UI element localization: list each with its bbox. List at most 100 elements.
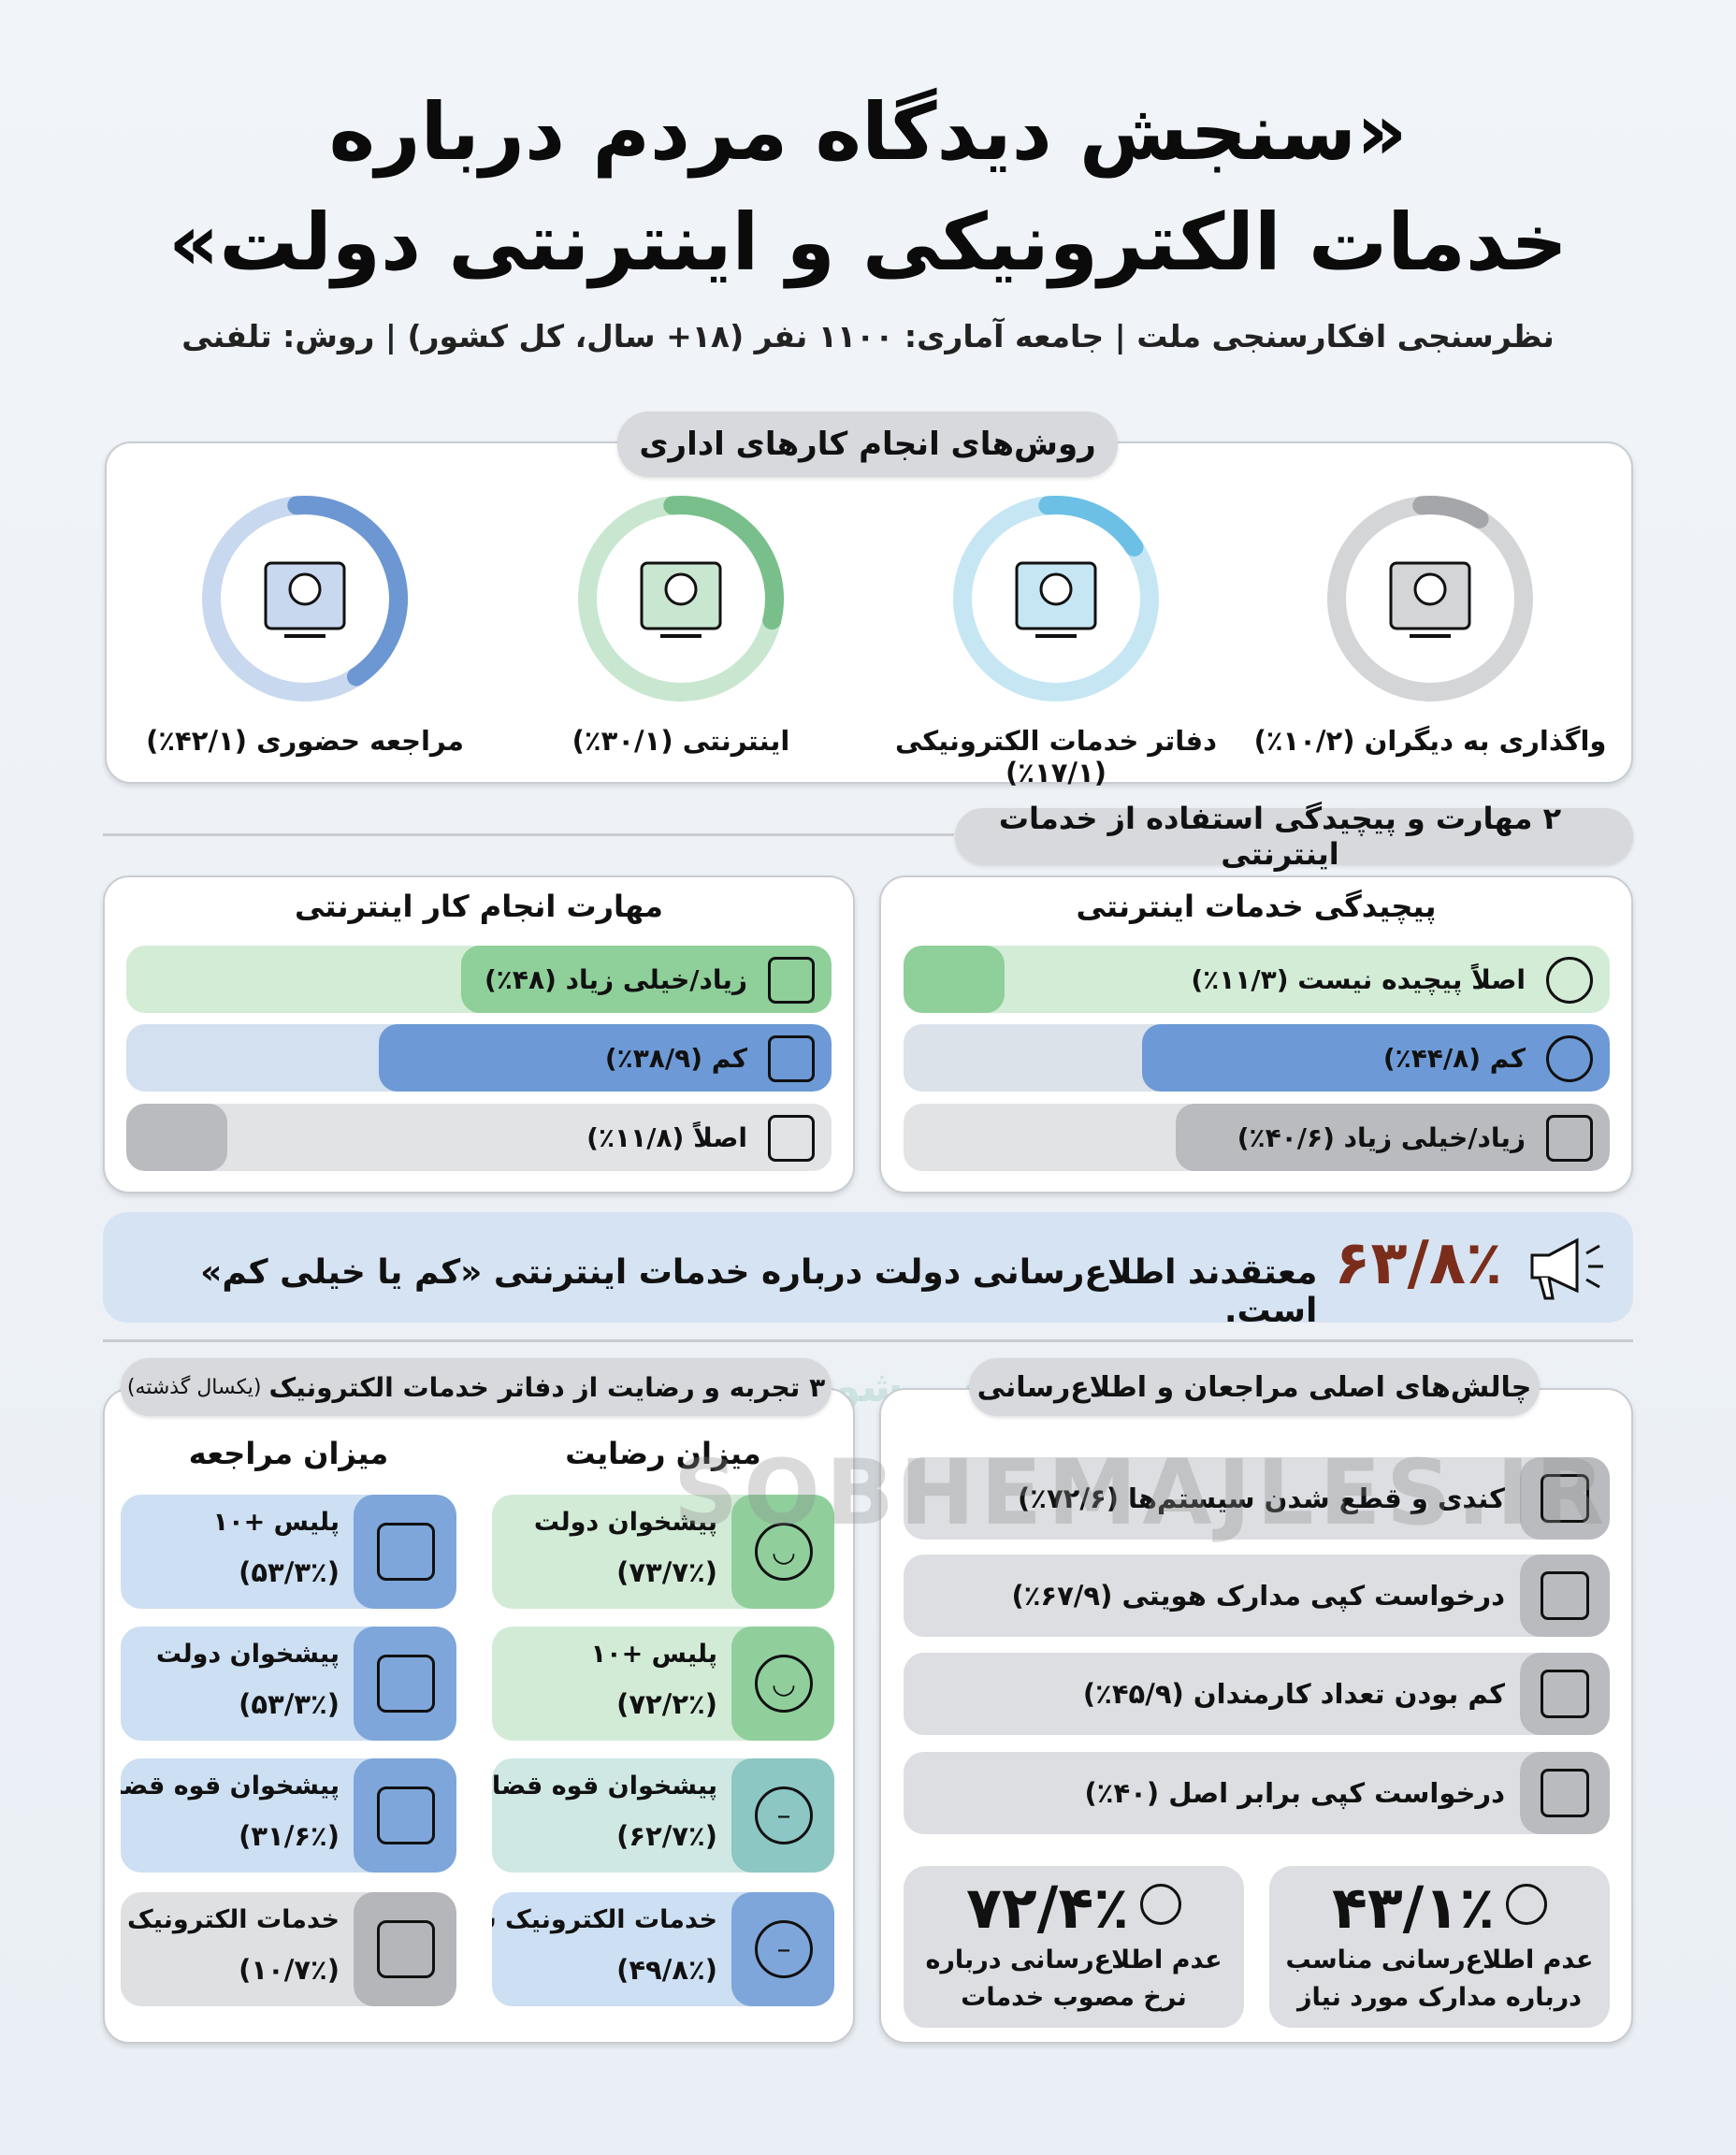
- section3-title-text: ۳ تجربه و رضایت از دفاتر خدمات الکترونیک: [268, 1371, 826, 1403]
- card-name: پلیس +۱۰: [212, 1508, 340, 1537]
- challenge-row: کم بودن تعداد کارمندان (۴۵/۹٪): [904, 1653, 1610, 1735]
- challenge-row: درخواست کپی برابر اصل (۴۰٪): [904, 1752, 1610, 1834]
- section3-title-note: (یکسال گذشته): [126, 1375, 262, 1399]
- service-kiosk-icon: [1015, 561, 1097, 638]
- card-value: (۴۹/۸٪): [616, 1954, 717, 1986]
- stat-desc-1: عدم اطلاع‌رسانی مناسب: [1285, 1945, 1594, 1974]
- method-label: اینترنتی (۳۰/۱٪): [571, 725, 790, 757]
- card-value: (۵۳/۳٪): [239, 1688, 340, 1720]
- divider: [103, 1339, 1633, 1342]
- challenge-label: کندی و قطع شدن سیستم‌ها (۷۲/۶٪): [1018, 1482, 1505, 1514]
- stat-row: ۴۳/۱٪: [1269, 1866, 1610, 1942]
- complexity-title: پیچیدگی خدمات اینترنتی: [1076, 889, 1437, 924]
- smile-face-icon: ◡: [755, 1523, 813, 1581]
- satisfaction-card: ◡ پیشخوان دولت (۷۳/۷٪): [492, 1495, 834, 1609]
- complexity-bar: زیاد/خیلی زیاد (۴۰/۶٪): [904, 1104, 1610, 1171]
- skill-bar: اصلاً (۱۱/۸٪): [126, 1104, 832, 1171]
- megaphone-icon: [1530, 1237, 1603, 1300]
- staff-group-icon: [1541, 1670, 1589, 1718]
- card-value: (۵۳/۳٪): [239, 1556, 340, 1588]
- title-line-1: «سنجش دیدگاه مردم درباره: [328, 86, 1408, 178]
- neutral-face-icon: –: [755, 1786, 813, 1844]
- bar-label: زیاد/خیلی زیاد (۴۸٪): [485, 963, 747, 995]
- bar-label: اصلاً (۱۱/۸٪): [586, 1121, 747, 1153]
- challenge-icon-panel: [1520, 1555, 1610, 1637]
- office-desk-clock-icon: [264, 561, 346, 638]
- ring-chart: [953, 496, 1159, 701]
- divider: [103, 833, 954, 836]
- ring-chart: [202, 496, 408, 701]
- stat-row: ۷۲/۴٪: [904, 1866, 1244, 1942]
- card-icon-panel: [354, 1627, 456, 1741]
- skill-bar: زیاد/خیلی زیاد (۴۸٪): [126, 946, 832, 1013]
- page-title: «سنجش دیدگاه مردم درباره خدمات الکترونیکی…: [0, 77, 1736, 297]
- challenge-icon-panel: [1520, 1457, 1610, 1540]
- section3-title: ۳ تجربه و رضایت از دفاتر خدمات الکترونیک…: [121, 1358, 832, 1416]
- question-circle-icon: [1546, 1035, 1593, 1082]
- banner-text: معتقدند اطلاع‌رسانی دولت درباره خدمات ای…: [200, 1253, 1318, 1330]
- challenge-row: درخواست کپی مدارک هویتی (۶۷/۹٪): [904, 1555, 1610, 1637]
- card-name: خدمات الکترونیک شهر: [492, 1905, 717, 1934]
- bar-label: کم (۴۴/۸٪): [1382, 1042, 1526, 1074]
- stat-desc-2: نرخ مصوب خدمات: [961, 1983, 1187, 2012]
- card-name: پیشخوان دولت: [533, 1508, 717, 1537]
- challenge-row: کندی و قطع شدن سیستم‌ها (۷۲/۶٪): [904, 1457, 1610, 1540]
- card-name: پیشخوان قوه قضائیه: [121, 1772, 340, 1801]
- ring-arc: [1327, 496, 1533, 701]
- subtitle: نظرسنجی افکارسنجی ملت | جامعه آماری: ۱۱۰…: [181, 318, 1555, 354]
- maze-icon: [1546, 1115, 1593, 1162]
- bar-fill: [379, 1024, 832, 1092]
- challenge-label: درخواست کپی مدارک هویتی (۶۷/۹٪): [1011, 1580, 1505, 1612]
- card-icon-panel: –: [731, 1892, 834, 2006]
- warning-icon: [1541, 1474, 1589, 1523]
- stat-value: ۷۲/۴٪: [966, 1873, 1130, 1942]
- iran-emblem-icon: [377, 1655, 435, 1713]
- info-bubble-icon: [1140, 1883, 1182, 1925]
- bar-label: اصلاً پیچیده نیست (۱۱/۳٪): [1191, 963, 1526, 995]
- referral-card: پیشخوان دولت (۵۳/۳٪): [121, 1627, 456, 1741]
- ring-arc: [202, 496, 408, 701]
- challenge-icon-panel: [1520, 1653, 1610, 1735]
- section2-title: ۲ مهارت و پیچیدگی استفاده از خدمات اینتر…: [955, 801, 1633, 872]
- card-icon-panel: ◡: [731, 1627, 834, 1741]
- referral-heading: میزان مراجعه: [188, 1436, 389, 1471]
- ring-arc: [578, 496, 784, 701]
- scales-icon: [377, 1786, 435, 1844]
- card-icon-panel: –: [731, 1758, 834, 1873]
- card-icon-panel: [354, 1495, 456, 1609]
- bar-fill: [904, 946, 1005, 1013]
- card-name: پلیس +۱۰: [590, 1640, 717, 1669]
- stat-card: ۴۳/۱٪ عدم اطلاع‌رسانی مناسب درباره مدارک م…: [1269, 1866, 1610, 2028]
- challenge-label: کم بودن تعداد کارمندان (۴۵/۹٪): [1082, 1678, 1505, 1710]
- stat-card: ۷۲/۴٪ عدم اطلاع‌رسانی درباره نرخ مصوب خدما…: [904, 1866, 1244, 2028]
- section4-title: چالش‌های اصلی مراجعان و اطلاع‌رسانی: [969, 1358, 1540, 1416]
- card-name: پیشخوان دولت: [155, 1640, 340, 1669]
- method-label: واگذاری به دیگران (۱۰/۲٪): [1253, 725, 1607, 757]
- methods-title: روش‌های انجام کارهای اداری: [617, 412, 1118, 477]
- stamped-document-icon: [1541, 1769, 1589, 1817]
- card-value: (۷۳/۷٪): [616, 1556, 717, 1588]
- stat-desc-1: عدم اطلاع‌رسانی درباره: [925, 1945, 1222, 1974]
- neutral-face-icon: –: [755, 1920, 813, 1978]
- card-value: (۱۰/۷٪): [239, 1954, 340, 1986]
- id-card-icon: [1541, 1571, 1589, 1620]
- smile-face-icon: ◡: [755, 1655, 813, 1713]
- ring-arc: [953, 496, 1159, 701]
- method-label: مراجعه حضوری (۴۲/۱٪): [146, 725, 464, 757]
- skill-bar: کم (۳۸/۹٪): [126, 1024, 832, 1092]
- complexity-bar: اصلاً پیچیده نیست (۱۱/۳٪): [904, 946, 1610, 1013]
- police-badge-icon: [377, 1523, 435, 1581]
- card-value: (۶۲/۷٪): [616, 1820, 717, 1852]
- gear-icon: [768, 1035, 815, 1082]
- referral-card: خدمات الکترونیک شهر (۱۰/۷٪): [121, 1892, 456, 2006]
- challenge-icon-panel: [1520, 1752, 1610, 1834]
- satisfaction-card: – پیشخوان قوه قضائیه (۶۲/۷٪): [492, 1758, 834, 1873]
- card-icon-panel: ◡: [731, 1495, 834, 1609]
- check-circle-icon: [1546, 957, 1593, 1004]
- bar-fill: [1176, 1104, 1610, 1171]
- bar-fill: [126, 1104, 227, 1171]
- globe-monitor-icon: [640, 561, 722, 638]
- brain-icon: [768, 957, 815, 1004]
- ring-chart: [578, 496, 784, 701]
- satisfaction-card: ◡ پلیس +۱۰ (۷۲/۲٪): [492, 1627, 834, 1741]
